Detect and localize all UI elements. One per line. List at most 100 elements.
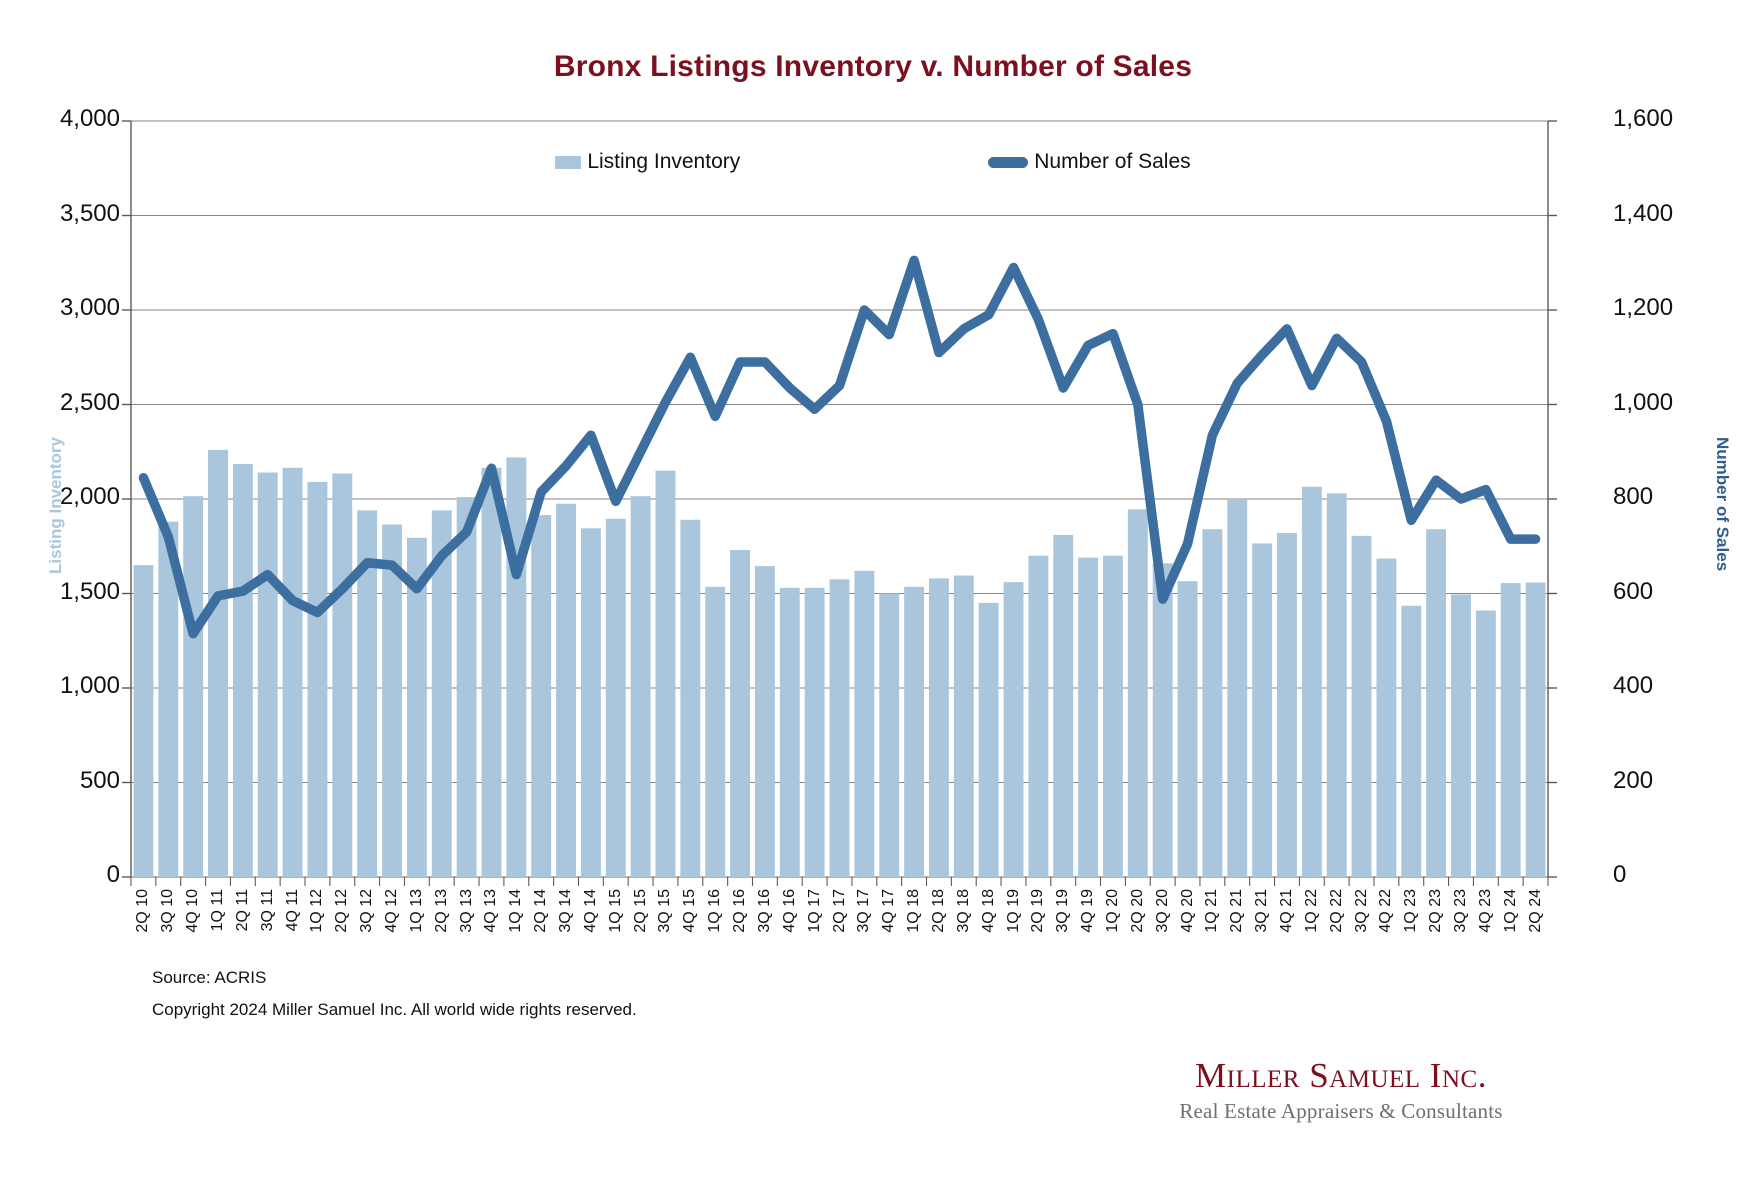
bar-listing-inventory xyxy=(257,472,278,877)
y-axis-right-tick-label: 200 xyxy=(1613,766,1654,794)
legend-bar-swatch-icon xyxy=(555,155,582,169)
bar-listing-inventory xyxy=(879,593,900,877)
x-axis-tick-label: 2Q 22 xyxy=(1327,889,1345,933)
y-axis-left-tick-label: 4,000 xyxy=(59,105,120,132)
legend-item-listing-inventory[interactable]: Listing Inventory xyxy=(555,150,740,174)
bar-listing-inventory xyxy=(1252,543,1273,877)
bar-listing-inventory xyxy=(481,467,502,877)
bar-listing-inventory xyxy=(854,570,875,877)
x-axis-tick-label: 2Q 14 xyxy=(532,889,550,933)
x-axis-tick-label: 1Q 16 xyxy=(706,889,724,933)
bar-listing-inventory xyxy=(754,566,775,877)
bar-listing-inventory xyxy=(1500,583,1521,877)
x-axis-tick-label: 2Q 11 xyxy=(233,889,251,932)
x-axis-tick-label: 3Q 23 xyxy=(1451,889,1469,933)
bar-listing-inventory xyxy=(655,470,676,877)
bar-listing-inventory xyxy=(928,578,949,877)
bar-listing-inventory xyxy=(232,464,253,877)
y-axis-left-tick-label: 3,500 xyxy=(59,199,120,227)
x-axis-tick-label: 3Q 12 xyxy=(358,889,376,933)
bar-listing-inventory xyxy=(158,521,179,877)
x-axis-tick-label: 4Q 16 xyxy=(780,889,798,933)
bar-listing-inventory xyxy=(1152,563,1173,877)
x-axis-tick-label: 1Q 21 xyxy=(1203,889,1221,933)
bar-listing-inventory xyxy=(1227,499,1248,877)
x-axis-tick-label: 1Q 18 xyxy=(905,889,923,933)
x-axis-tick-label: 4Q 23 xyxy=(1476,889,1494,933)
bar-listing-inventory xyxy=(208,449,228,877)
x-axis-tick-label: 3Q 16 xyxy=(755,889,773,933)
x-axis-tick-label: 4Q 14 xyxy=(581,889,599,933)
bar-listing-inventory xyxy=(580,528,601,877)
x-axis-tick-label: 3Q 22 xyxy=(1352,889,1370,933)
bar-listing-inventory xyxy=(730,550,751,877)
y-axis-left-tick-label: 1,500 xyxy=(59,577,120,605)
x-axis-tick-label: 3Q 10 xyxy=(159,889,177,933)
x-axis-tick-label: 4Q 17 xyxy=(880,889,898,933)
bar-listing-inventory xyxy=(829,579,850,877)
bar-listing-inventory xyxy=(1376,558,1397,877)
x-axis-tick-label: 3Q 18 xyxy=(954,889,972,933)
x-axis-tick-label: 2Q 20 xyxy=(1128,889,1146,933)
bar-listing-inventory xyxy=(904,586,925,877)
legend-item-number-of-sales[interactable]: Number of Sales xyxy=(988,150,1191,174)
legend-label-listing-inventory: Listing Inventory xyxy=(587,150,741,173)
x-axis-tick-label: 3Q 15 xyxy=(656,889,674,933)
bar-listing-inventory xyxy=(506,457,527,877)
x-axis-tick-label: 1Q 17 xyxy=(805,889,823,933)
x-axis-tick-label: 2Q 21 xyxy=(1228,889,1246,933)
x-axis-tick-label: 4Q 20 xyxy=(1178,889,1196,933)
x-axis-tick-label: 1Q 24 xyxy=(1501,889,1519,933)
bar-listing-inventory xyxy=(456,497,477,877)
bar-listing-inventory xyxy=(1053,534,1074,877)
y-axis-left-tick-label: 2,500 xyxy=(59,388,120,416)
y-axis-left-tick-label: 2,000 xyxy=(59,483,120,510)
x-axis-tick-label: 4Q 12 xyxy=(383,889,401,933)
bar-listing-inventory xyxy=(680,519,701,877)
x-axis-tick-label: 4Q 13 xyxy=(482,889,500,933)
bar-listing-inventory xyxy=(1003,582,1024,877)
x-axis-tick-label: 3Q 13 xyxy=(457,889,475,933)
x-axis-tick-label: 3Q 19 xyxy=(1054,889,1072,933)
x-axis-tick-label: 2Q 19 xyxy=(1029,889,1047,933)
x-axis-tick-label: 1Q 19 xyxy=(1004,889,1022,933)
legend-label-number-of-sales: Number of Sales xyxy=(1034,150,1191,173)
logo-company-name: Miller Samuel Inc. xyxy=(1195,1056,1487,1095)
bar-listing-inventory xyxy=(406,537,427,877)
bar-listing-inventory xyxy=(357,510,378,877)
x-axis-tick-label: 4Q 18 xyxy=(979,889,997,933)
bar-listing-inventory xyxy=(1103,555,1123,877)
bar-listing-inventory xyxy=(705,586,726,877)
x-axis-tick-label: 1Q 15 xyxy=(606,889,624,933)
x-axis-tick-label: 4Q 10 xyxy=(184,889,202,933)
logo-tagline: Real Estate Appraisers & Consultants xyxy=(1179,1098,1503,1123)
bar-listing-inventory xyxy=(1451,594,1471,877)
bar-listing-inventory xyxy=(1277,533,1297,877)
y-axis-right-tick-label: 800 xyxy=(1613,483,1654,510)
bar-listing-inventory xyxy=(953,575,974,877)
y-axis-right-tick-label: 1,200 xyxy=(1613,294,1674,321)
x-axis-tick-label: 1Q 22 xyxy=(1302,889,1320,933)
y-axis-left-tick-label: 500 xyxy=(79,766,120,794)
x-axis-tick-label: 2Q 15 xyxy=(631,889,649,933)
x-axis-tick-label: 3Q 17 xyxy=(855,889,873,933)
y-axis-right-tick-label: 0 xyxy=(1613,861,1627,888)
x-axis-tick-label: 4Q 11 xyxy=(283,889,301,932)
bar-listing-inventory xyxy=(1475,610,1496,877)
x-axis-tick-label: 3Q 21 xyxy=(1253,889,1271,933)
x-axis-tick-label: 4Q 22 xyxy=(1377,889,1395,933)
y-axis-right-tick-label: 600 xyxy=(1613,577,1654,605)
bar-listing-inventory xyxy=(779,587,800,877)
legend-line-swatch-icon xyxy=(988,156,1029,168)
x-axis-tick-label: 2Q 10 xyxy=(134,889,152,933)
y-axis-left-tick-label: 3,000 xyxy=(59,294,120,321)
bar-listing-inventory xyxy=(183,496,204,877)
bar-listing-inventory xyxy=(307,481,328,877)
x-axis-tick-label: 3Q 14 xyxy=(557,889,575,933)
x-axis-tick-label: 2Q 23 xyxy=(1427,889,1445,933)
copyright-note: Copyright 2024 Miller Samuel Inc. All wo… xyxy=(152,1000,637,1019)
x-axis-tick-label: 2Q 13 xyxy=(432,889,450,933)
x-axis-tick-label: 4Q 15 xyxy=(681,889,699,933)
x-axis-tick-label: 4Q 19 xyxy=(1079,889,1097,933)
